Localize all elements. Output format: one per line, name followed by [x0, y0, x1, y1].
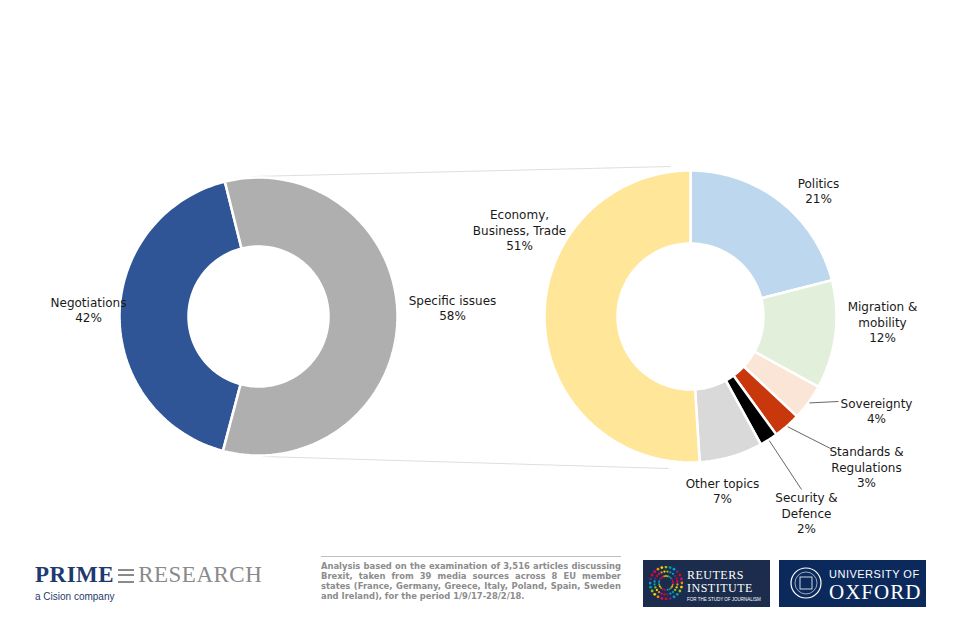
- svg-text:Security &Defence2%: Security &Defence2%: [775, 491, 837, 536]
- svg-text:Migration &mobility12%: Migration &mobility12%: [848, 300, 918, 345]
- html-text:FOR THE STUDY OF JOURNALISM: FOR THE STUDY OF JOURNALISM: [687, 597, 761, 602]
- html-text:REUTERS: REUTERS: [687, 568, 744, 582]
- svg-text:Negotiations42%: Negotiations42%: [51, 296, 127, 326]
- html-text:UNIVERSITY OF: UNIVERSITY OF: [829, 568, 920, 580]
- html-text:OXFORD: OXFORD: [829, 580, 922, 604]
- html-text:a Cision company: a Cision company: [35, 591, 115, 602]
- svg-text:Other topics7%: Other topics7%: [686, 477, 760, 507]
- svg-text:Specific issues58%: Specific issues58%: [409, 294, 497, 324]
- svg-text:Politics21%: Politics21%: [798, 177, 840, 207]
- html-text:Analysis based on the examinat: Analysis based on the examination of 3,5…: [321, 561, 621, 601]
- svg-text:Standards &Regulations3%: Standards &Regulations3%: [829, 445, 903, 490]
- html-text:INSTITUTE: INSTITUTE: [687, 581, 753, 595]
- html-text:RESEARCH: RESEARCH: [138, 562, 263, 587]
- svg-text:Economy,Business, Trade51%: Economy,Business, Trade51%: [473, 208, 566, 253]
- svg-text:Sovereignty4%: Sovereignty4%: [841, 397, 913, 427]
- html-text:PRIME: PRIME: [35, 562, 115, 587]
